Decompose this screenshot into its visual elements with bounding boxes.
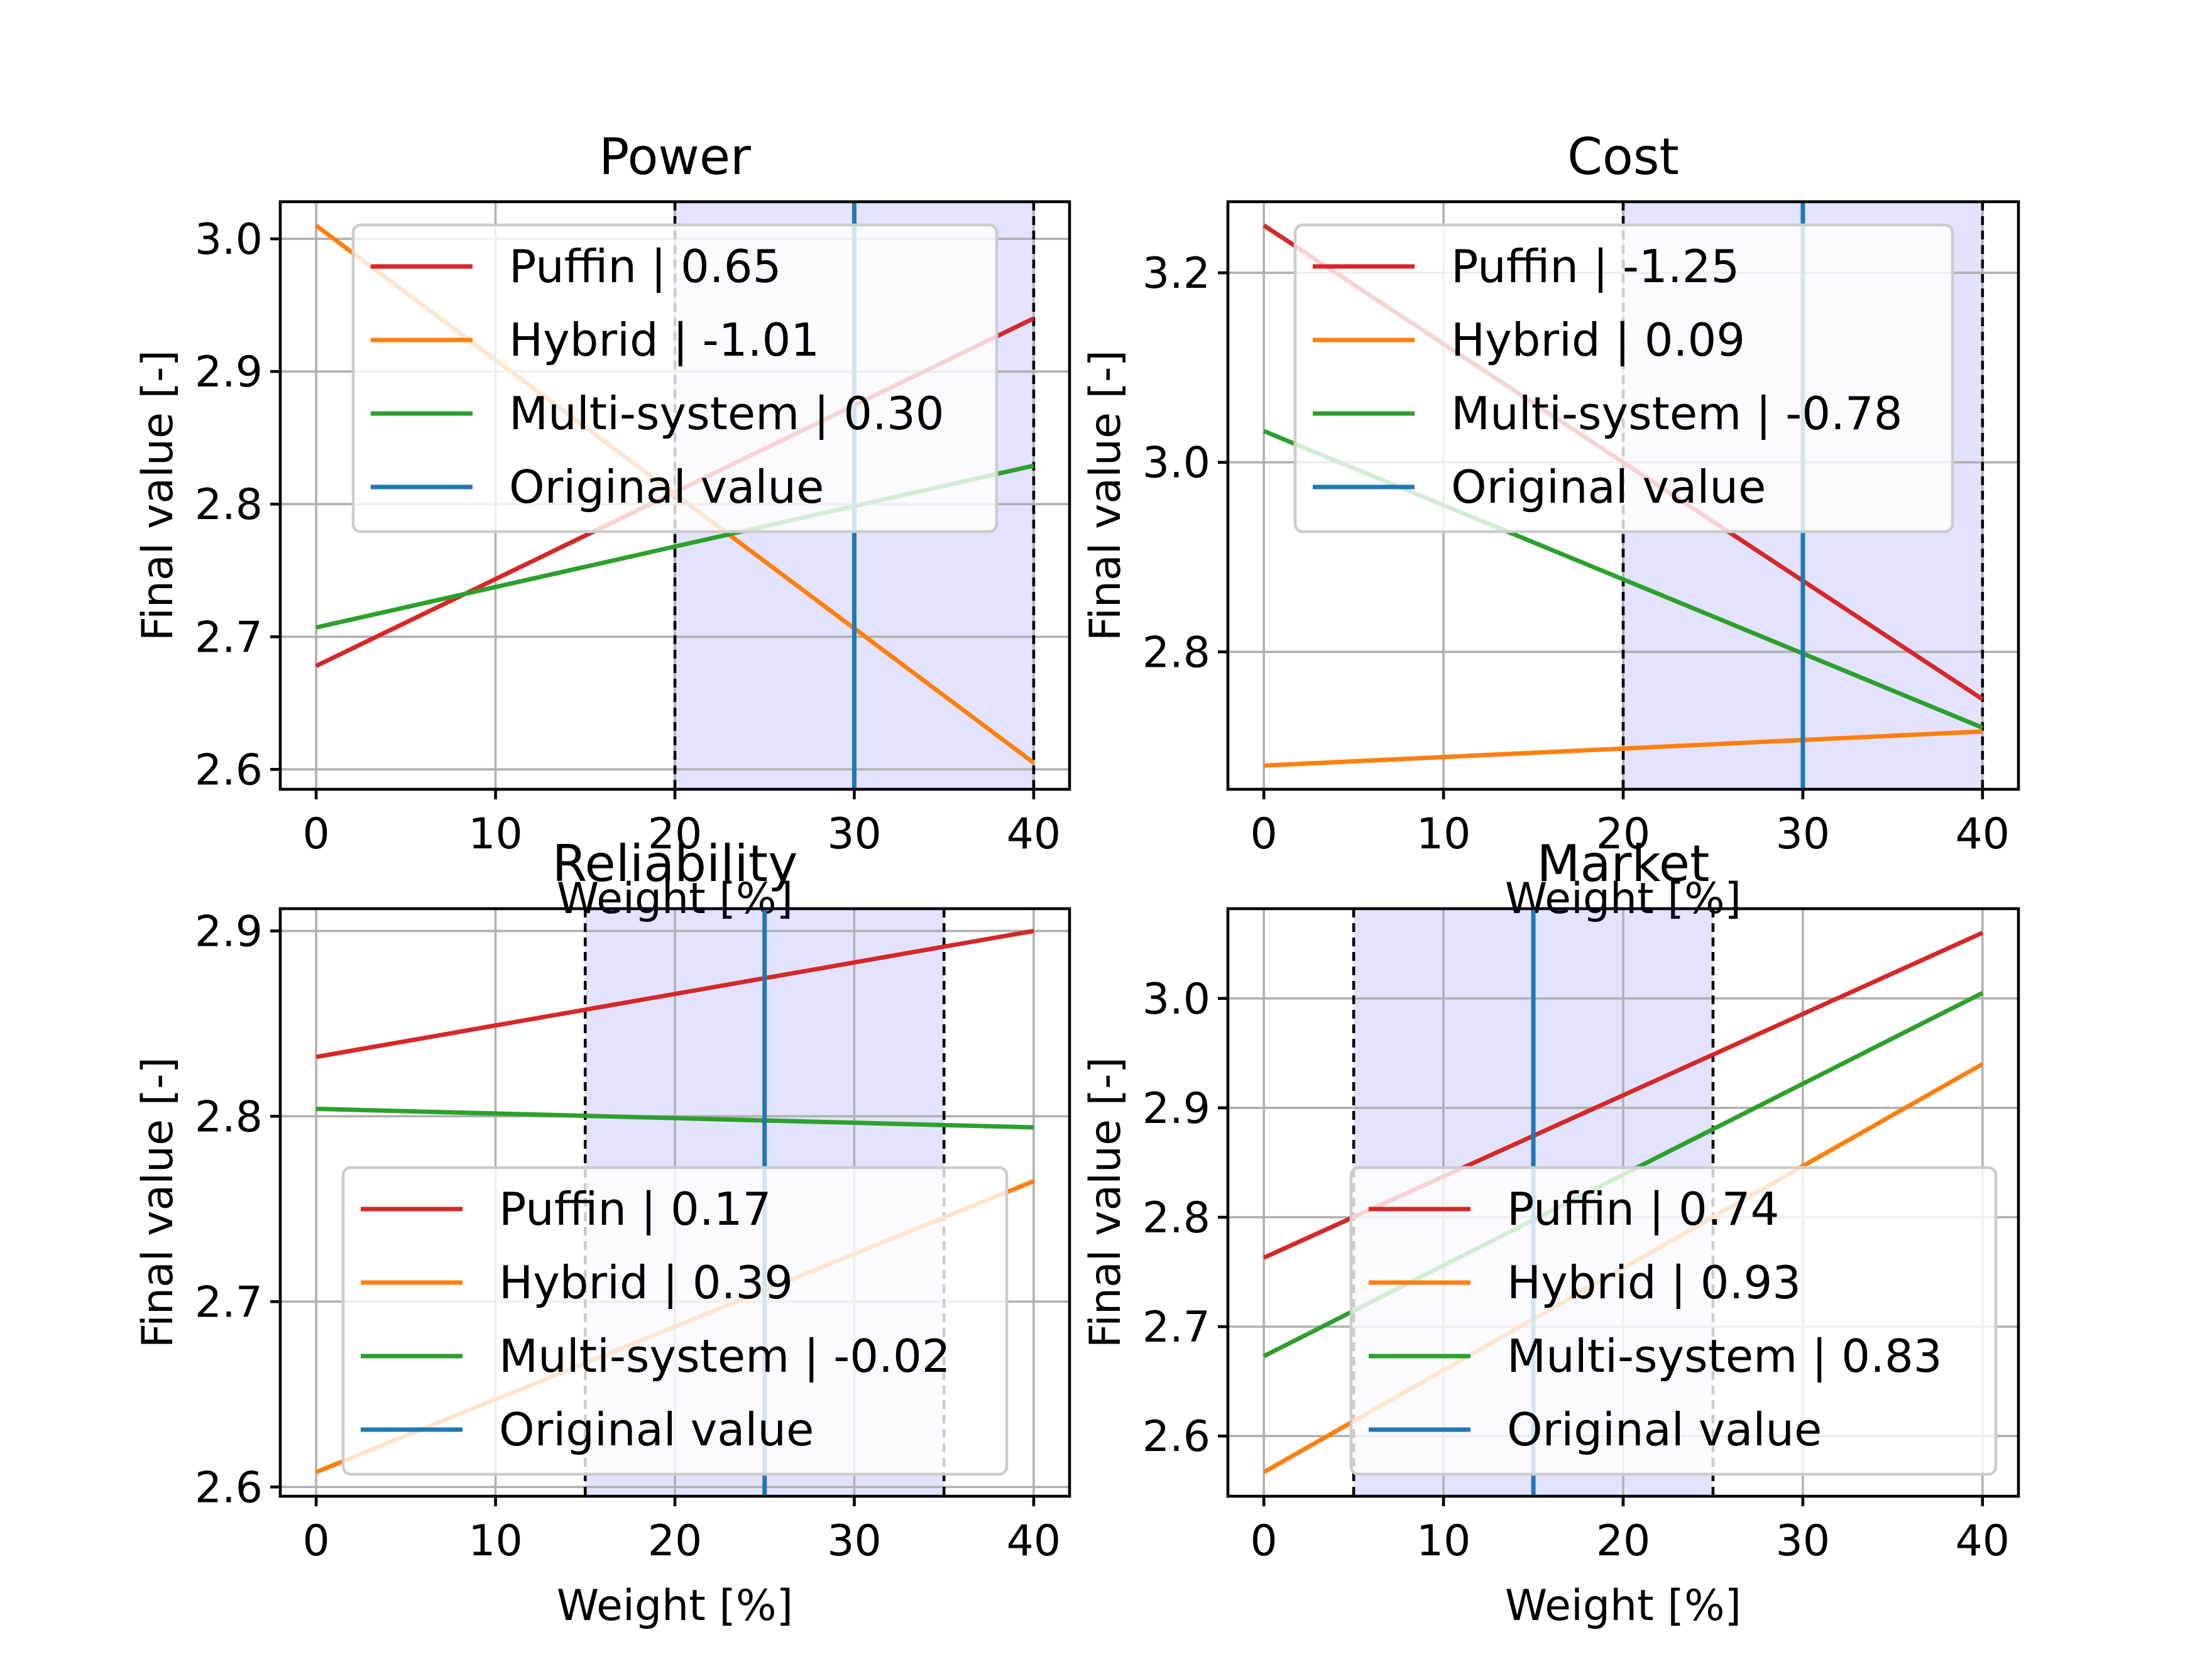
- x-tick-label: 40: [1956, 1516, 2010, 1566]
- y-tick-label: 2.8: [1142, 1193, 1210, 1243]
- legend-frame: [351, 223, 999, 534]
- y-axis-label: Final value [-]: [1081, 1057, 1131, 1348]
- legend-entry-label: Multi-system | -0.78: [1451, 387, 1903, 441]
- legend-entry-label: Hybrid | 0.93: [1507, 1256, 1801, 1310]
- legend-entry-label: Puffin | 0.17: [499, 1183, 771, 1236]
- x-tick-label: 40: [1007, 809, 1061, 859]
- legend: Puffin | 0.74 Hybrid | 0.93 Multi-system |…: [1349, 1166, 1998, 1476]
- y-tick-label: 2.9: [195, 348, 263, 397]
- y-tick-label: 2.8: [195, 480, 263, 530]
- x-tick-label: 20: [1596, 1516, 1651, 1566]
- legend-entry-label: Multi-system | 0.83: [1507, 1330, 1942, 1383]
- chart-title: Power: [599, 128, 751, 186]
- x-tick-label: 40: [1007, 1516, 1061, 1566]
- subplot-3: 0 10 20 30 40 2.6 2.7 2.8 2.9 Reliability Weight […: [133, 835, 1071, 1631]
- y-tick-label: 3.0: [195, 215, 263, 265]
- y-tick-label: 3.2: [1142, 249, 1210, 298]
- y-tick-label: 2.8: [1142, 628, 1210, 677]
- y-tick-label: 2.7: [195, 1278, 263, 1327]
- legend-entry-label: Multi-system | -0.02: [499, 1330, 951, 1383]
- y-tick-label: 2.7: [195, 613, 263, 662]
- x-tick-label: 30: [1776, 1516, 1831, 1566]
- x-tick-label: 40: [1956, 809, 2010, 859]
- y-axis-label: Final value [-]: [133, 350, 183, 641]
- y-tick-label: 2.9: [195, 907, 263, 956]
- y-tick-label: 3.0: [1142, 439, 1210, 488]
- x-tick-label: 0: [302, 1516, 329, 1566]
- legend-entry-label: Hybrid | 0.09: [1451, 314, 1745, 367]
- series-line-2: [1264, 729, 1983, 768]
- legend-entry-label: Puffin | -1.25: [1451, 240, 1739, 293]
- x-tick-label: 30: [827, 809, 882, 859]
- y-tick-label: 3.0: [1142, 975, 1210, 1024]
- x-tick-label: 10: [468, 809, 523, 859]
- x-tick-label: 0: [302, 809, 329, 859]
- legend-entry-label: Puffin | 0.65: [509, 240, 781, 293]
- legend-entry-label: Original value: [509, 461, 824, 513]
- legend: Puffin | 0.65 Hybrid | -1.01 Multi-system …: [351, 223, 999, 534]
- legend-entry-label: Hybrid | 0.39: [499, 1256, 793, 1310]
- chart-title: Market: [1537, 835, 1710, 893]
- legend-entry-label: Original value: [1451, 461, 1766, 513]
- x-tick-label: 30: [827, 1516, 882, 1566]
- y-axis-label: Final value [-]: [133, 1057, 183, 1348]
- legend-entry-label: Puffin | 0.74: [1507, 1183, 1779, 1236]
- x-tick-label: 20: [648, 1516, 703, 1566]
- x-tick-label: 0: [1251, 809, 1278, 859]
- series-line-3: [316, 1107, 1034, 1130]
- legend-entry-label: Original value: [1507, 1403, 1822, 1456]
- x-tick-label: 20: [648, 809, 703, 859]
- legend-frame: [1349, 1166, 1998, 1476]
- y-tick-label: 2.7: [1142, 1303, 1210, 1352]
- legend: Puffin | 0.17 Hybrid | 0.39 Multi-system |…: [341, 1166, 1009, 1476]
- x-tick-label: 20: [1596, 809, 1651, 859]
- chart-title: Reliability: [552, 835, 798, 893]
- legend-entry-label: Original value: [499, 1403, 814, 1456]
- x-tick-label: 0: [1251, 1516, 1278, 1566]
- chart-title: Cost: [1567, 128, 1679, 186]
- y-tick-label: 2.6: [1142, 1412, 1210, 1462]
- legend-frame: [341, 1166, 1009, 1476]
- x-axis-label: Weight [%]: [1505, 1581, 1741, 1631]
- legend-entry-label: Hybrid | -1.01: [509, 314, 819, 367]
- y-axis-label: Final value [-]: [1081, 350, 1131, 641]
- x-tick-label: 30: [1776, 809, 1831, 859]
- legend-frame: [1293, 223, 1954, 534]
- y-tick-label: 2.6: [195, 745, 263, 795]
- y-tick-label: 2.6: [195, 1463, 263, 1513]
- series-line-1: [315, 928, 1034, 1059]
- legend-entry-label: Multi-system | 0.30: [509, 387, 944, 441]
- x-tick-label: 10: [1416, 809, 1471, 859]
- legend: Puffin | -1.25 Hybrid | 0.09 Multi-system …: [1293, 223, 1954, 534]
- y-tick-label: 2.8: [195, 1092, 263, 1142]
- subplot-4: 0 10 20 30 40 2.6 2.7 2.8 2.9 3.0 Market Weight [%]…: [1081, 835, 2020, 1631]
- y-tick-label: 2.9: [1142, 1084, 1210, 1134]
- x-tick-label: 10: [1416, 1516, 1471, 1566]
- x-tick-label: 10: [468, 1516, 523, 1566]
- x-axis-label: Weight [%]: [557, 1581, 793, 1631]
